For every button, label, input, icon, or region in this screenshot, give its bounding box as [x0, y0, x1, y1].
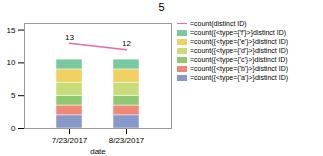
- html-text:=count({<type={'b'}>}distinct: =count({<type={'b'}>}distinct ID): [190, 65, 288, 72]
- svg-text:5: 5: [11, 91, 16, 100]
- html-text:=count({<type={'a'}>}distinct: =count({<type={'a'}>}distinct ID): [190, 74, 288, 81]
- svg-text:date: date: [90, 147, 106, 156]
- svg-text:0: 0: [11, 124, 16, 133]
- html-text:=count({<type={'f'}>}distinct: =count({<type={'f'}>}distinct ID): [190, 29, 287, 36]
- svg-text:15: 15: [7, 26, 16, 35]
- svg-text:8/23/2017: 8/23/2017: [109, 136, 145, 145]
- html-text:=count(distinct ID): =count(distinct ID): [190, 20, 247, 27]
- svg-text:13: 13: [65, 33, 74, 42]
- html-text:5: 5: [158, 1, 165, 13]
- svg-text:10: 10: [7, 58, 16, 67]
- svg-text:7/23/2017: 7/23/2017: [52, 136, 88, 145]
- html-text:=count({<type={'d'}>}distinct: =count({<type={'d'}>}distinct ID): [190, 47, 288, 54]
- html-text:=count({<type={'e'}>}distinct: =count({<type={'e'}>}distinct ID): [190, 38, 288, 45]
- html-text:=count({<type={'c'}>}distinct: =count({<type={'c'}>}distinct ID): [190, 56, 288, 63]
- svg-text:12: 12: [122, 39, 131, 48]
